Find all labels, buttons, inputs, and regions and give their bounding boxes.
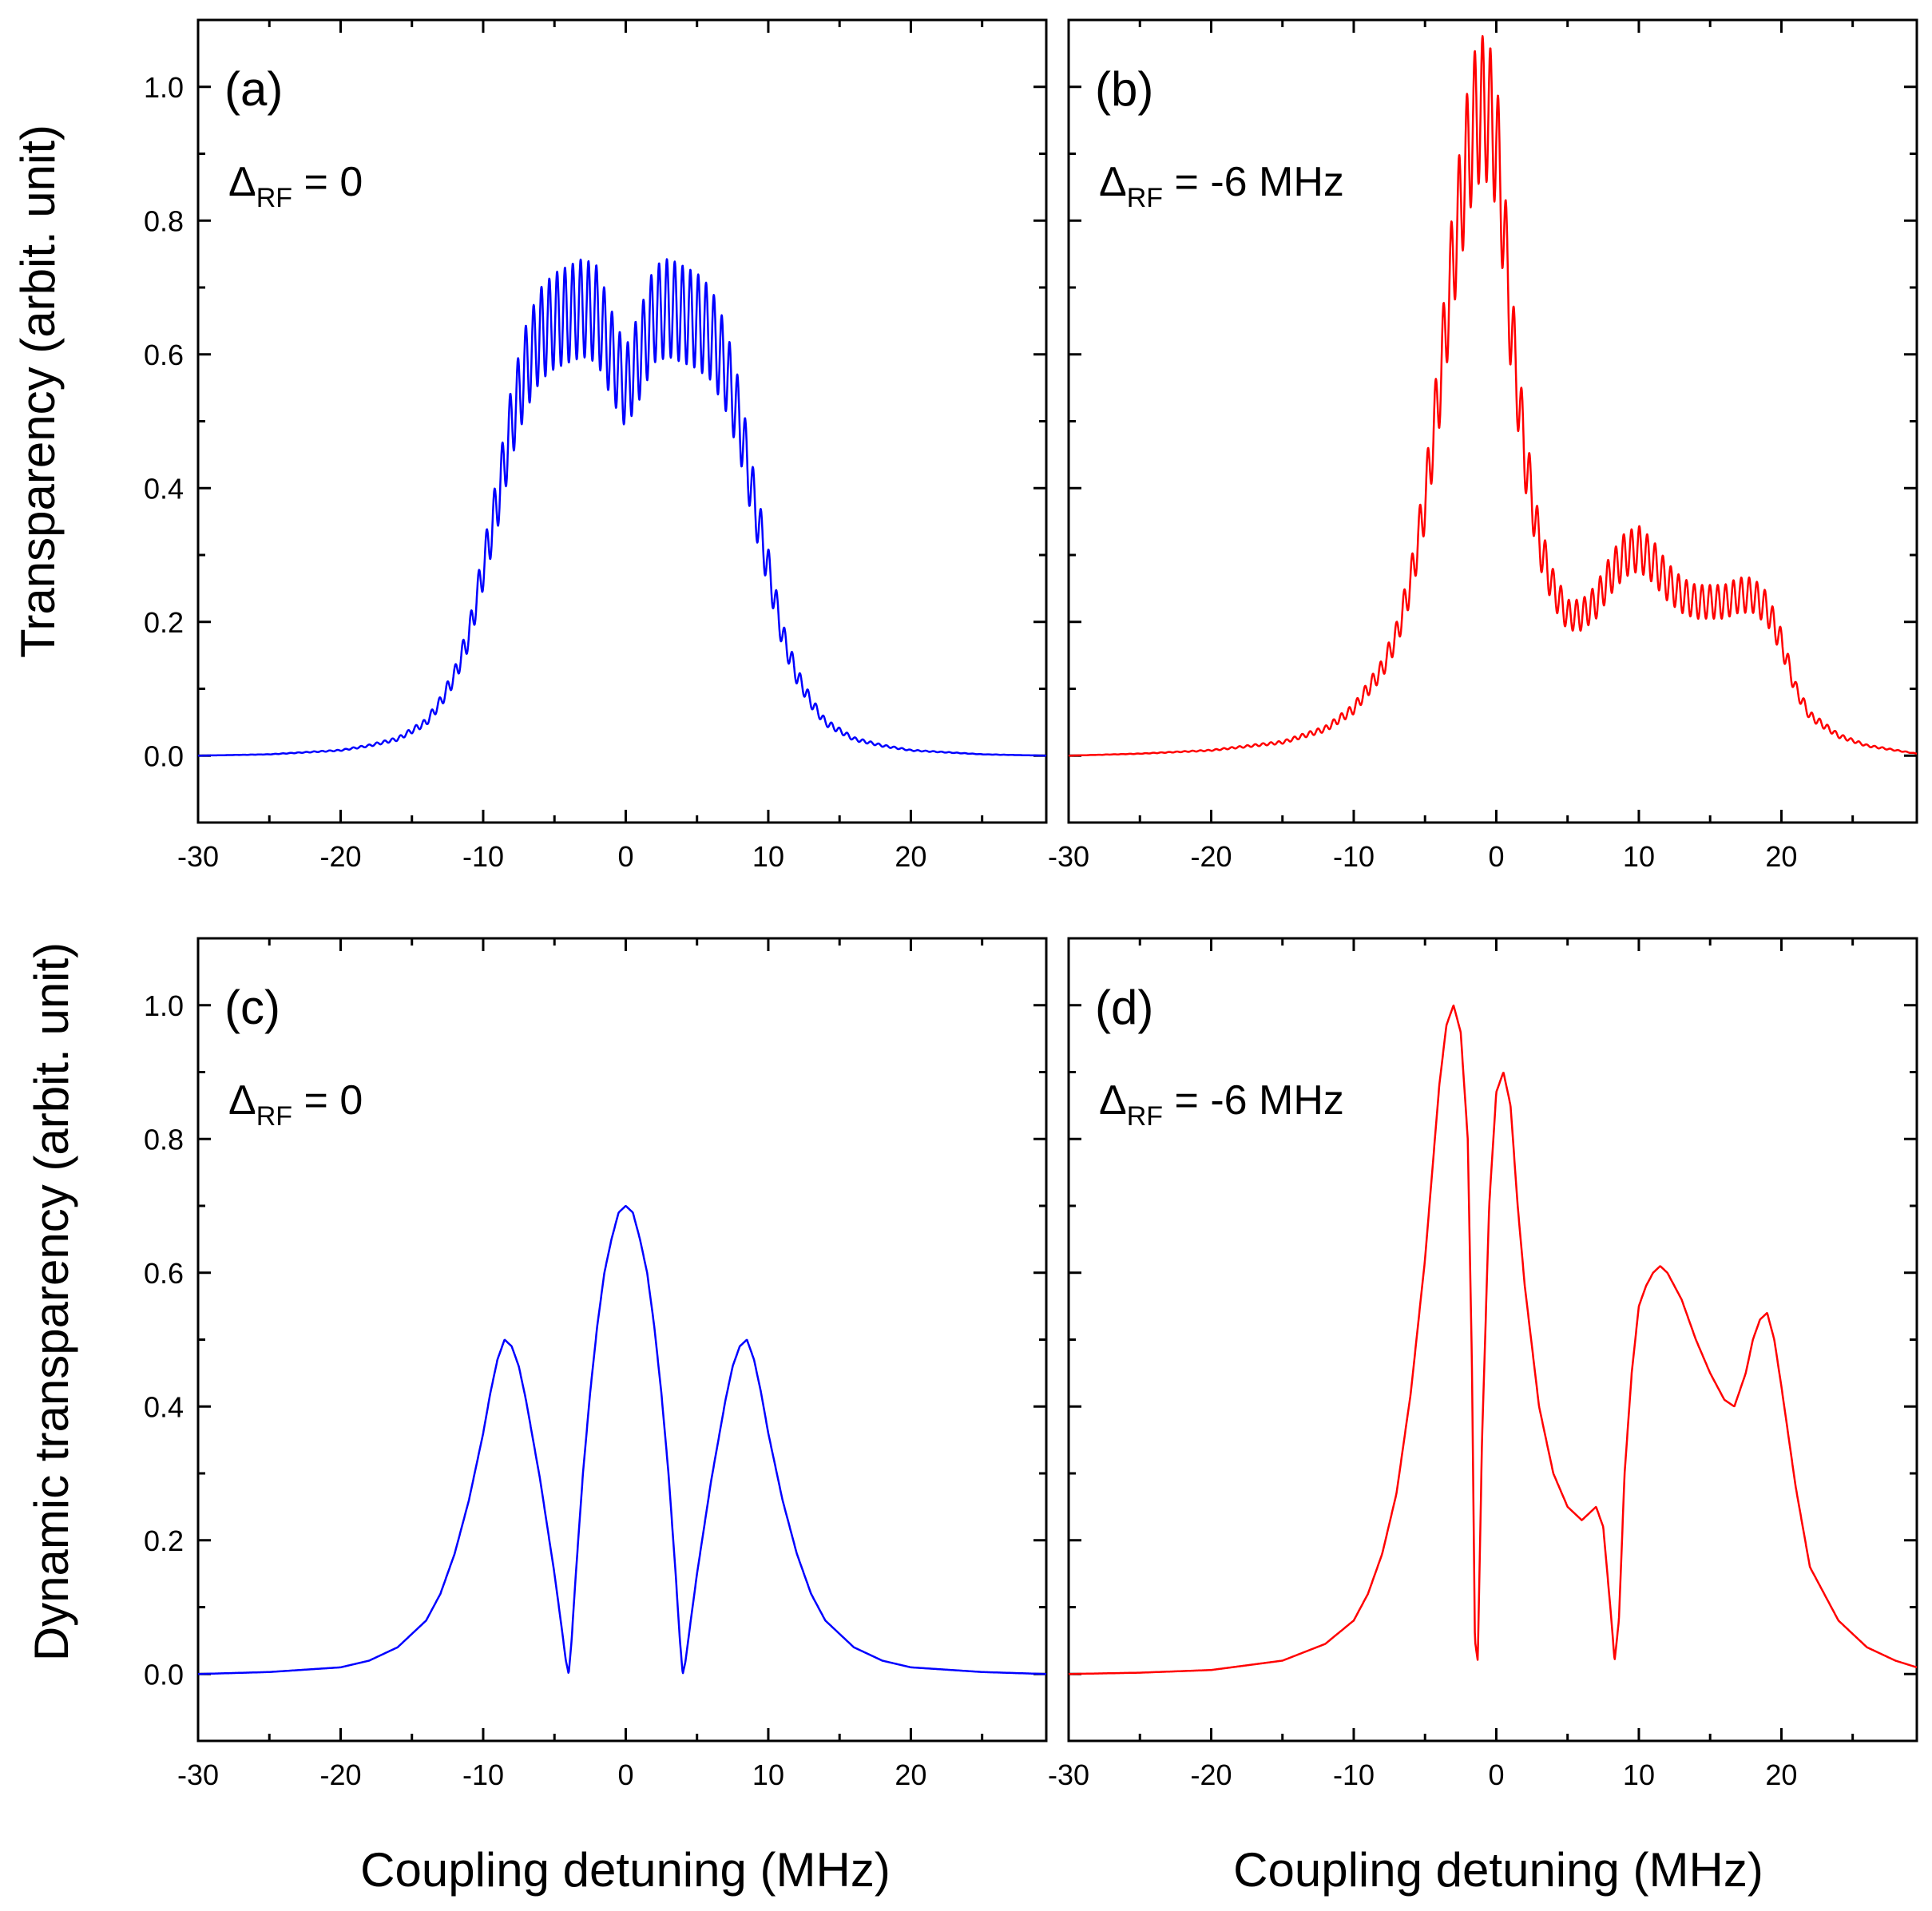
panel-a: -30 -20 -10 0 10 20 0.0 0.2 0.4 0.6 0.8 1.0 (a) ΔRF =… [144,18,1048,873]
delta-rf-annotation: ΔRF = 0 [228,1077,363,1132]
delta-rf-annotation: ΔRF = -6 MHz [1099,1077,1344,1132]
x-tick-label: -20 [319,840,361,873]
y-tick-label: 0.6 [144,1257,184,1290]
plot-frame [1067,937,1918,1742]
x-tick-label: -10 [1333,840,1375,873]
series-line [197,258,1047,757]
x-tick-label: -10 [1333,1758,1375,1791]
series-line [1068,1004,1918,1675]
y-tick-label: 0.8 [144,1123,184,1156]
panel-label: (d) [1095,981,1153,1034]
panel-label: (b) [1095,62,1153,116]
x-tick-label: -30 [177,1758,219,1791]
x-tick-label: -10 [462,1758,504,1791]
x-tick-label: 0 [617,1758,633,1791]
y-axis-label-top: Transparency (arbit. unit) [11,125,65,658]
x-tick-label: 10 [1623,1758,1655,1791]
x-tick-label: -30 [1048,840,1089,873]
panel-d: -30 -20 -10 0 10 20 (d) ΔRF = -6 MHz [1048,937,1918,1791]
x-tick-label: -20 [319,1758,361,1791]
panel-b: -30 -20 -10 0 10 20 (b) ΔRF = -6 MHz [1048,18,1918,873]
x-tick-label: -20 [1190,1758,1232,1791]
x-tick-label: -10 [462,840,504,873]
y-tick-label: 0.2 [144,606,184,639]
x-tick-label: -30 [177,840,219,873]
delta-rf-annotation: ΔRF = -6 MHz [1099,159,1344,213]
x-tick-label: 10 [752,840,784,873]
y-tick-label: 0.0 [144,739,184,772]
x-tick-label: -20 [1190,840,1232,873]
plot-frame [196,18,1048,824]
y-tick-label: 0.6 [144,339,184,371]
x-tick-label: 0 [617,840,633,873]
y-tick-label: 0.2 [144,1524,184,1557]
y-tick-label: 1.0 [144,71,184,104]
y-tick-label: 1.0 [144,989,184,1022]
x-tick-label: 20 [895,840,926,873]
plot-frame [196,937,1048,1742]
series-line [1068,34,1918,757]
delta-rf-annotation: ΔRF = 0 [228,159,363,213]
series-line [197,1204,1047,1675]
x-tick-label: 20 [895,1758,926,1791]
x-tick-label: 0 [1488,1758,1504,1791]
panel-label: (a) [224,62,283,116]
y-tick-label: 0.0 [144,1658,184,1691]
x-axis-label-right: Coupling detuning (MHz) [1233,1843,1763,1897]
x-tick-label: 20 [1765,840,1797,873]
x-tick-label: 10 [1623,840,1655,873]
y-tick-label: 0.8 [144,204,184,237]
x-tick-label: -30 [1048,1758,1089,1791]
panel-c: -30 -20 -10 0 10 20 0.0 0.2 0.4 0.6 0.8 1.0 (c) ΔRF =… [144,937,1048,1791]
y-axis-label-bottom: Dynamic transparency (arbit. unit) [25,942,78,1661]
x-tick-label: 10 [752,1758,784,1791]
y-tick-label: 0.4 [144,1390,184,1423]
x-tick-label: 20 [1765,1758,1797,1791]
y-tick-label: 0.4 [144,472,184,505]
x-axis-label-left: Coupling detuning (MHz) [360,1843,891,1897]
x-tick-label: 0 [1488,840,1504,873]
panel-label: (c) [224,981,280,1034]
